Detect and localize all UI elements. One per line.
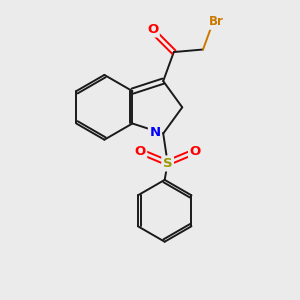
Text: O: O [134, 145, 146, 158]
Text: S: S [163, 157, 172, 170]
Text: O: O [147, 23, 158, 36]
Text: Br: Br [209, 15, 224, 28]
Text: N: N [149, 126, 161, 140]
Text: O: O [190, 145, 201, 158]
